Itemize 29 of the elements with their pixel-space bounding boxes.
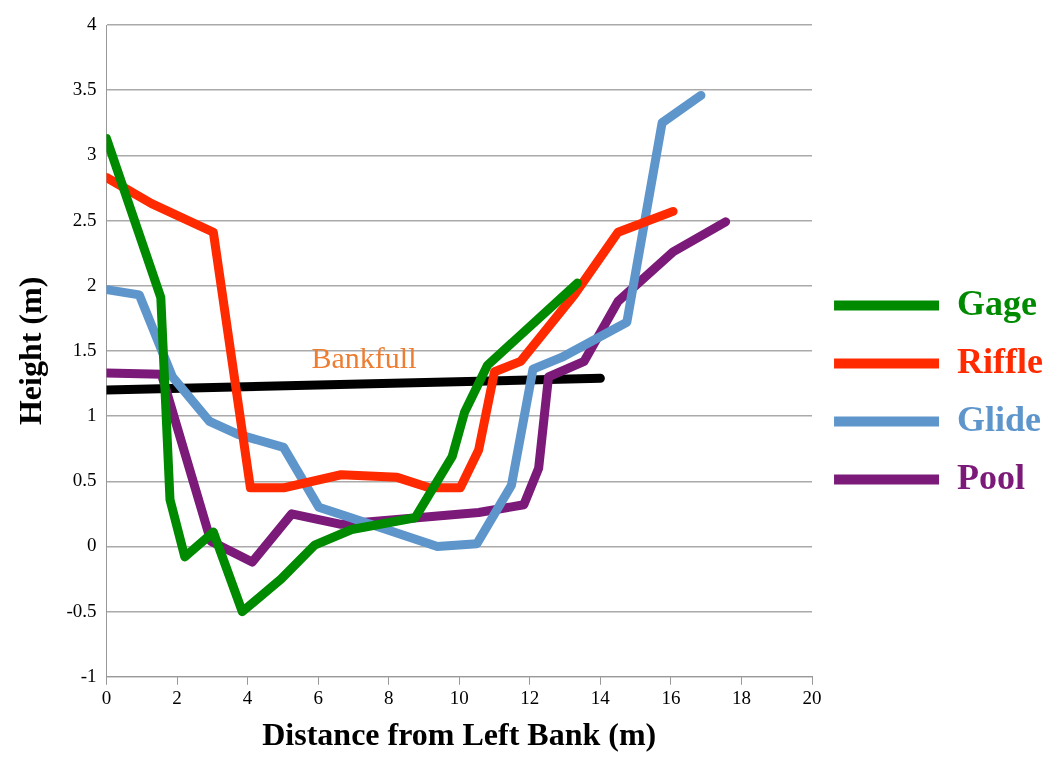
- y-tick-label: 1.5: [72, 338, 97, 360]
- x-axis-title: Distance from Left Bank (m): [262, 716, 657, 753]
- legend-label: Gage: [957, 282, 1038, 323]
- x-tick-label: 20: [802, 687, 822, 709]
- legend-label: Glide: [957, 398, 1042, 439]
- y-tick-label: 1: [86, 404, 97, 426]
- x-tick-label: 0: [101, 687, 112, 709]
- y-tick-label: 4: [86, 12, 97, 34]
- y-tick-label: -0.5: [66, 599, 97, 621]
- annotation: Bankfull: [311, 341, 417, 375]
- x-tick-label: 18: [731, 687, 751, 709]
- x-tick-label: 10: [449, 687, 469, 709]
- y-tick-label: 3.5: [72, 78, 97, 100]
- x-tick-label: 14: [590, 687, 611, 709]
- y-tick-label: 0: [86, 534, 97, 556]
- x-tick-label: 4: [242, 687, 253, 709]
- y-axis-title: Height (m): [12, 276, 49, 426]
- y-tick-label: 0.5: [72, 469, 97, 491]
- x-tick-label: 12: [520, 687, 540, 709]
- y-tick-label: -1: [80, 664, 97, 686]
- legend-label: Riffle: [957, 340, 1044, 381]
- x-tick-label: 16: [661, 687, 681, 709]
- legend-label: Pool: [957, 456, 1026, 497]
- x-tick-label: 6: [313, 687, 323, 709]
- y-tick-label: 3: [86, 143, 97, 165]
- y-tick-label: 2.5: [72, 208, 97, 230]
- y-tick-label: 2: [86, 273, 97, 295]
- x-tick-label: 8: [383, 687, 394, 709]
- x-tick-label: 2: [172, 687, 182, 709]
